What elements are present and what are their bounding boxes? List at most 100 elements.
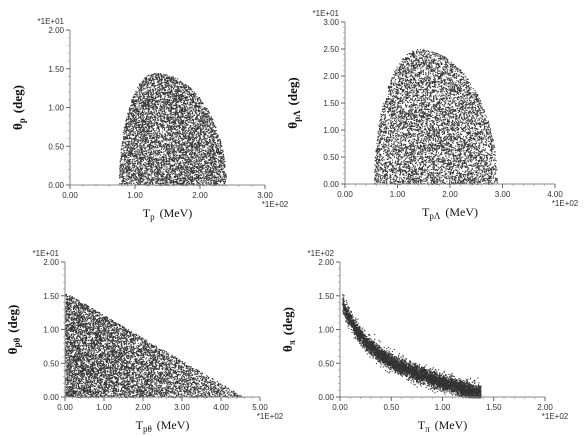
data-point (191, 95, 193, 97)
data-point (195, 112, 197, 114)
data-point (182, 149, 184, 151)
data-point (214, 183, 216, 185)
data-point (159, 144, 161, 146)
data-point (124, 164, 127, 166)
data-point (144, 100, 146, 102)
data-point (166, 105, 168, 107)
data-point (126, 122, 128, 124)
data-point (130, 145, 132, 147)
data-point (214, 153, 216, 155)
data-point (143, 143, 145, 146)
data-point (188, 115, 190, 117)
data-point (147, 89, 149, 91)
data-point (194, 134, 196, 136)
data-point (121, 155, 123, 157)
data-point (143, 103, 145, 105)
data-point (129, 150, 131, 152)
data-point (132, 134, 135, 136)
data-point (174, 171, 176, 173)
data-point (180, 116, 182, 118)
data-point (198, 139, 200, 142)
data-point (132, 105, 134, 107)
data-point (140, 114, 142, 116)
data-point (175, 94, 177, 96)
data-point (180, 178, 182, 180)
data-point (194, 106, 196, 108)
data-point (166, 159, 168, 161)
data-point (195, 117, 197, 120)
data-point (142, 151, 144, 153)
data-point (201, 101, 203, 103)
data-point (146, 122, 148, 124)
data-point (143, 100, 145, 102)
data-point (161, 175, 163, 177)
data-point (131, 170, 133, 172)
data-point (212, 123, 214, 125)
data-point (187, 146, 189, 148)
data-point (158, 143, 160, 145)
data-point (203, 108, 205, 110)
data-point (163, 154, 165, 156)
data-point (141, 159, 143, 161)
data-point (126, 134, 128, 136)
data-point (137, 163, 139, 165)
data-point (225, 175, 227, 177)
data-point (170, 180, 172, 182)
data-point (133, 166, 135, 169)
data-point (145, 126, 147, 128)
data-point (183, 99, 185, 101)
data-point (199, 111, 201, 113)
data-point (132, 103, 134, 105)
data-point (130, 128, 133, 130)
data-point (178, 99, 180, 101)
data-point (209, 183, 211, 185)
data-point (153, 170, 156, 172)
data-point (191, 107, 193, 109)
data-point (142, 141, 144, 143)
data-point (216, 136, 218, 138)
data-point (203, 131, 205, 134)
data-point (199, 142, 201, 144)
data-point (169, 164, 171, 166)
data-point (159, 115, 161, 118)
data-point (160, 88, 162, 90)
data-point (138, 150, 140, 153)
data-point (179, 97, 181, 99)
data-point (221, 160, 223, 162)
data-point (192, 121, 194, 123)
data-point (194, 96, 196, 98)
data-point (209, 162, 211, 164)
data-point (165, 155, 167, 157)
data-point (180, 100, 182, 102)
data-point (127, 182, 129, 184)
data-point (186, 110, 188, 112)
data-point (170, 104, 172, 106)
data-point (156, 179, 159, 181)
data-point (177, 148, 180, 150)
data-point (181, 139, 183, 141)
data-point (155, 100, 157, 102)
data-point (141, 101, 143, 104)
data-point (172, 131, 174, 133)
data-point (158, 128, 160, 130)
data-point (139, 91, 141, 93)
data-point (198, 175, 200, 177)
data-point (197, 145, 199, 147)
data-point (132, 127, 134, 129)
data-point (194, 177, 196, 179)
data-point (134, 131, 136, 133)
data-point (175, 102, 177, 104)
data-point (195, 175, 197, 177)
data-point (178, 170, 181, 172)
data-point (139, 124, 141, 127)
data-point (161, 78, 163, 80)
data-point (178, 144, 181, 146)
data-point (209, 170, 211, 172)
data-point (150, 102, 152, 104)
data-point (205, 156, 207, 158)
data-point (127, 117, 130, 119)
data-point (179, 132, 181, 135)
data-point (119, 165, 121, 167)
data-point (206, 122, 208, 124)
data-point (184, 109, 186, 111)
